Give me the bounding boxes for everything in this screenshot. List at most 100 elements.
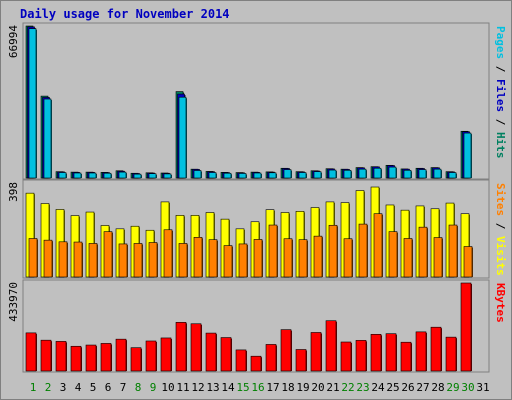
bar (358, 223, 368, 278)
bar (370, 333, 382, 372)
x-tick-label: 7 (120, 381, 127, 394)
bar (238, 243, 248, 278)
bar (28, 28, 37, 179)
bar-pages-day-20 (313, 171, 322, 179)
x-tick-label: 23 (356, 381, 369, 394)
bar-sites-day-15 (238, 243, 248, 278)
x-tick-label: 28 (431, 381, 444, 394)
panel-visits-sites: 398 Sites / Visits (7, 179, 507, 279)
legend-entry: KBytes (494, 283, 507, 323)
bar-sites-day-29 (448, 224, 458, 278)
bar-pages-day-23 (358, 168, 367, 179)
legend: Sites / Visits (494, 183, 507, 276)
bar (388, 166, 397, 179)
x-tick-label: 24 (371, 381, 385, 394)
y-max-label: 398 (7, 182, 20, 202)
bar (163, 173, 172, 179)
bar-pages-day-11 (178, 96, 187, 179)
bar (388, 231, 398, 278)
x-tick-label: 5 (90, 381, 97, 394)
bar (118, 243, 128, 278)
x-tick-label: 25 (386, 381, 399, 394)
bar (325, 320, 337, 372)
bar-sites-day-27 (418, 226, 428, 278)
bar-kbytes-day-5 (85, 344, 97, 372)
bar-kbytes-day-24 (370, 333, 382, 372)
bar (313, 235, 323, 278)
bar (463, 132, 472, 179)
bar-sites-day-19 (298, 239, 308, 278)
bar-sites-day-20 (313, 235, 323, 278)
x-tick-label: 6 (105, 381, 112, 394)
bar (295, 349, 307, 372)
panel-box (22, 22, 490, 180)
x-tick-label: 11 (176, 381, 189, 394)
bar (220, 337, 232, 372)
bar-pages-day-13 (208, 172, 217, 179)
panel-pages-files-hits: 66994 Pages / Files / Hits (7, 22, 507, 180)
bar-sites-day-13 (208, 239, 218, 278)
bar-sites-day-9 (148, 242, 158, 278)
bar-pages-day-22 (343, 169, 352, 179)
bar (268, 172, 277, 179)
bar-sites-day-17 (268, 224, 278, 278)
legend-entry: Files (494, 79, 507, 112)
bar (223, 245, 233, 278)
bar (70, 345, 82, 372)
bar-sites-day-6 (103, 231, 113, 278)
bar-sites-day-5 (88, 243, 98, 278)
bar (343, 238, 353, 278)
bar (403, 169, 412, 179)
bar-kbytes-day-30 (460, 282, 472, 372)
bar (205, 332, 217, 372)
bar-sites-day-2 (43, 239, 53, 278)
bar-pages-day-21 (328, 169, 337, 179)
x-tick-label: 18 (281, 381, 294, 394)
y-max-label: 433970 (7, 282, 20, 322)
bar-kbytes-day-4 (70, 345, 82, 372)
bar (58, 172, 67, 179)
bar (145, 340, 157, 372)
bar-kbytes-day-3 (55, 341, 67, 372)
bar-sites-day-1 (28, 238, 38, 278)
x-tick-label: 16 (251, 381, 264, 394)
x-tick-label: 21 (326, 381, 339, 394)
bar-kbytes-day-1 (25, 332, 37, 372)
bar (133, 173, 142, 179)
legend-entry: / (494, 112, 507, 132)
bar (313, 171, 322, 179)
bar (160, 337, 172, 372)
bar (340, 341, 352, 372)
bar-kbytes-day-17 (265, 344, 277, 372)
x-tick-label: 2 (45, 381, 52, 394)
bar-kbytes-day-10 (160, 337, 172, 372)
x-tick-label: 15 (236, 381, 249, 394)
bar (445, 336, 457, 372)
bar (193, 170, 202, 179)
bar-pages-day-10 (163, 173, 172, 179)
bar (448, 172, 457, 179)
bar-sites-day-8 (133, 243, 143, 278)
legend-entry: Visits (494, 236, 507, 276)
x-tick-label: 27 (416, 381, 429, 394)
bar-pages-day-4 (73, 172, 82, 179)
bar (253, 239, 263, 278)
bar-kbytes-day-8 (130, 347, 142, 372)
legend-entry: Hits (494, 132, 507, 159)
bar (463, 246, 473, 278)
bar (280, 329, 292, 372)
bar (208, 239, 218, 278)
bar-sites-day-16 (253, 239, 263, 278)
bar (88, 243, 98, 278)
bar (208, 172, 217, 179)
x-tick-label: 13 (206, 381, 219, 394)
bar (73, 241, 83, 278)
bar (223, 172, 232, 179)
bar-sites-day-11 (178, 243, 188, 278)
bar (298, 239, 308, 278)
bar (400, 341, 412, 372)
x-tick-label: 31 (476, 381, 489, 394)
bar-pages-day-17 (268, 172, 277, 179)
bar-sites-day-18 (283, 238, 293, 278)
x-tick-label: 14 (221, 381, 235, 394)
